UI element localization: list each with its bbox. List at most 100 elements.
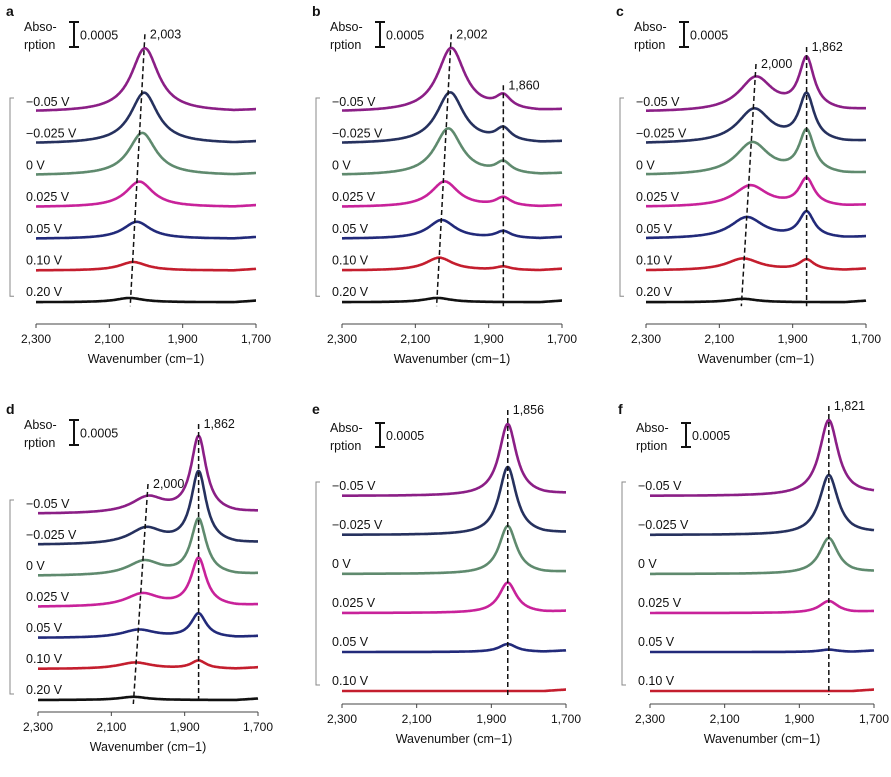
voltage-label: 0.20 V xyxy=(26,683,63,697)
spectrum-line xyxy=(341,688,567,693)
panel-c: c Abso-rption 0.0005 2,300 2,100 1,900 1,700 Wa… xyxy=(616,3,881,366)
spectrum-line xyxy=(649,648,875,654)
spectrum-line xyxy=(37,556,259,608)
voltage-label: −0.05 V xyxy=(26,95,70,109)
voltage-label: 0.20 V xyxy=(636,285,673,299)
x-axis-label: Wavenumber (cm−1) xyxy=(88,352,205,366)
spectrum-line xyxy=(37,659,259,670)
y-axis-label-line1: Abso- xyxy=(330,20,363,34)
series-bracket xyxy=(619,97,624,297)
spectrum-line xyxy=(645,127,867,176)
voltage-label: −0.025 V xyxy=(26,127,77,141)
panel-e: e Abso-rption 0.0005 2,300 2,100 1,900 1,700 Wa… xyxy=(312,401,581,746)
voltage-label: 0.10 V xyxy=(638,674,675,688)
panel-letter: b xyxy=(312,3,321,19)
panel-a: a Abso-rption 0.0005 2,300 2,100 1,900 1,700 Wa… xyxy=(6,3,271,366)
spectrum-line xyxy=(341,91,563,144)
x-tick-label: 2,300 xyxy=(327,332,357,346)
spectrum-line xyxy=(37,469,259,546)
voltage-label: 0 V xyxy=(332,158,351,172)
x-tick-label: 2,100 xyxy=(96,720,126,734)
x-tick-label: 1,900 xyxy=(170,720,200,734)
series-bracket xyxy=(9,499,14,695)
y-axis-label-line2: rption xyxy=(24,38,55,52)
spectrum-line xyxy=(37,695,259,702)
spectrum-line xyxy=(649,418,875,497)
y-axis-label-line1: Abso- xyxy=(330,421,363,435)
peak-label: 2,000 xyxy=(761,57,792,71)
series-bracket xyxy=(315,97,320,297)
voltage-label: 0.10 V xyxy=(26,652,63,666)
y-axis-label-line1: Abso- xyxy=(634,20,667,34)
scale-bar-value: 0.0005 xyxy=(692,429,730,443)
voltage-label: 0.025 V xyxy=(26,590,70,604)
spectrum-line xyxy=(341,524,567,576)
y-axis-label-line2: rption xyxy=(330,38,361,52)
voltage-label: −0.025 V xyxy=(636,127,687,141)
scale-bar xyxy=(69,21,79,48)
x-tick-label: 1,700 xyxy=(859,712,889,726)
voltage-label: 0.10 V xyxy=(636,254,673,268)
voltage-label: −0.05 V xyxy=(332,479,376,493)
x-tick-label: 2,100 xyxy=(400,332,430,346)
y-axis-label-line1: Abso- xyxy=(24,418,57,432)
peak-label: 2,003 xyxy=(150,27,181,41)
x-tick-label: 1,700 xyxy=(851,332,881,346)
y-axis-label-line1: Abso- xyxy=(24,20,57,34)
x-tick-label: 1,900 xyxy=(474,332,504,346)
y-axis-label-line2: rption xyxy=(330,439,361,453)
series-bracket xyxy=(621,481,626,686)
y-axis-label-line2: rption xyxy=(634,38,665,52)
peak-label: 1,821 xyxy=(834,399,865,413)
voltage-label: 0.10 V xyxy=(26,254,63,268)
peak-guide-line xyxy=(129,34,146,307)
spectrum-line xyxy=(35,296,257,304)
voltage-label: 0.05 V xyxy=(638,635,675,649)
scale-bar xyxy=(679,21,689,48)
voltage-label: −0.025 V xyxy=(332,518,383,532)
voltage-label: −0.025 V xyxy=(638,518,689,532)
panel-letter: e xyxy=(312,401,320,417)
voltage-label: 0.025 V xyxy=(636,190,680,204)
x-tick-label: 1,700 xyxy=(547,332,577,346)
voltage-label: 0 V xyxy=(636,158,655,172)
spectrum-line xyxy=(35,180,257,208)
x-tick-label: 1,900 xyxy=(784,712,814,726)
spectrum-line xyxy=(37,611,259,639)
spectrum-line xyxy=(341,180,563,208)
x-axis-label: Wavenumber (cm−1) xyxy=(90,740,207,754)
panel-letter: d xyxy=(6,401,15,417)
x-tick-label: 2,100 xyxy=(94,332,124,346)
series-bracket xyxy=(9,97,14,297)
spectrum-line xyxy=(341,46,563,112)
panel-letter: a xyxy=(6,3,14,19)
peak-guide-line xyxy=(740,63,757,307)
voltage-label: 0.05 V xyxy=(332,635,369,649)
spectrum-line xyxy=(645,91,867,144)
voltage-label: 0 V xyxy=(26,559,45,573)
voltage-label: 0.025 V xyxy=(332,190,376,204)
spectrum-line xyxy=(649,536,875,576)
panel-f: f Abso-rption 0.0005 2,300 2,100 1,900 1,700 Wa… xyxy=(618,399,889,746)
y-axis-label-line2: rption xyxy=(636,439,667,453)
scale-bar-value: 0.0005 xyxy=(80,29,118,43)
x-tick-label: 2,300 xyxy=(327,712,357,726)
x-tick-label: 2,300 xyxy=(631,332,661,346)
voltage-label: 0.025 V xyxy=(638,596,682,610)
x-tick-label: 2,100 xyxy=(704,332,734,346)
peak-label: 1,862 xyxy=(812,40,843,54)
panel-letter: c xyxy=(616,3,624,19)
x-axis-label: Wavenumber (cm−1) xyxy=(698,352,815,366)
voltage-label: 0.05 V xyxy=(26,621,63,635)
spectrum-line xyxy=(645,257,867,272)
peak-label: 2,002 xyxy=(456,27,487,41)
peak-label: 1,856 xyxy=(513,403,544,417)
spectrum-line xyxy=(341,465,567,536)
spectrum-line xyxy=(341,218,563,240)
voltage-label: 0.10 V xyxy=(332,254,369,268)
voltage-label: 0.05 V xyxy=(636,222,673,236)
spectrum-line xyxy=(341,296,563,304)
voltage-label: 0 V xyxy=(638,557,657,571)
voltage-label: −0.05 V xyxy=(26,497,70,511)
voltage-label: −0.025 V xyxy=(26,528,77,542)
